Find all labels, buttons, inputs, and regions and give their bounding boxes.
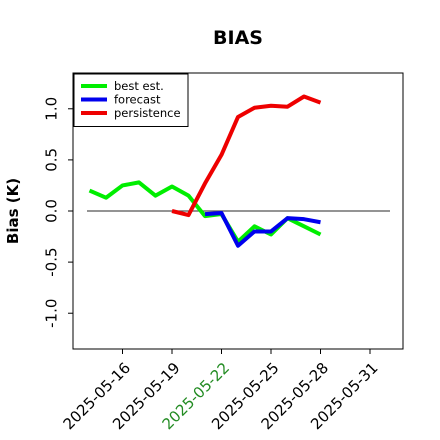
- y-axis: -1.0 -0.5 0.0 0.5 1.0: [42, 97, 73, 328]
- x-axis: 2025-05-162025-05-192025-05-222025-05-25…: [60, 349, 382, 433]
- chart-title: BIAS: [213, 27, 263, 49]
- legend-label: best est.: [114, 79, 164, 93]
- series-layer: [88, 94, 322, 248]
- y-tick-label: -1.0: [42, 299, 60, 328]
- legend-label: forecast: [114, 93, 161, 107]
- series-line-persistence: [171, 94, 322, 218]
- y-axis-label: Bias (K): [4, 178, 22, 244]
- y-tick-label: 1.0: [42, 97, 60, 121]
- y-tick-label: 0.5: [42, 148, 60, 172]
- y-tick-label: 0.0: [42, 199, 60, 223]
- series-line-forecast: [204, 211, 321, 248]
- y-tick-label: -0.5: [42, 247, 60, 276]
- series-line-best-est: [88, 180, 322, 244]
- legend-label: persistence: [114, 106, 181, 120]
